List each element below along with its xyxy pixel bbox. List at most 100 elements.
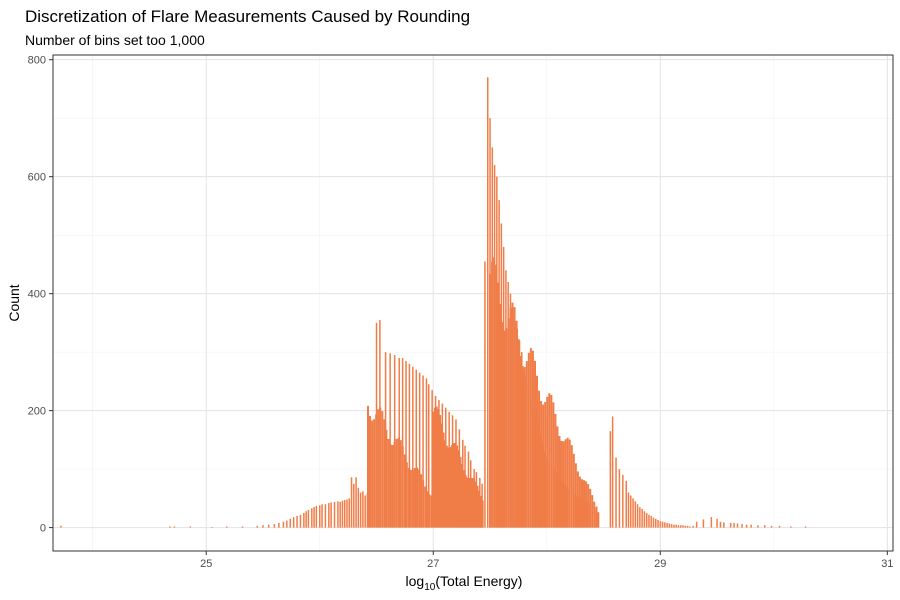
histogram-bar	[395, 439, 398, 528]
histogram-bar	[469, 477, 472, 528]
histogram-bar	[529, 348, 532, 528]
histogram-bar	[278, 522, 280, 528]
histogram-bar	[464, 474, 467, 528]
histogram-bar	[451, 444, 453, 528]
histogram-bar	[393, 442, 396, 528]
histogram-bar	[745, 524, 748, 528]
histogram-bar	[262, 525, 264, 528]
histogram-bar	[716, 518, 718, 528]
histogram-bar	[568, 439, 571, 528]
histogram-bar	[505, 328, 508, 528]
histogram-bar	[491, 261, 494, 528]
y-tick-label: 800	[28, 55, 46, 67]
x-tick-label: 27	[427, 558, 439, 570]
histogram-bar	[489, 274, 492, 528]
histogram-bar	[493, 257, 496, 528]
histogram-bar	[609, 431, 612, 528]
histogram-bar	[618, 469, 621, 528]
histogram-bar	[369, 415, 372, 528]
histogram-bar	[401, 357, 404, 528]
histogram-bar	[474, 481, 477, 528]
histogram-bar	[457, 450, 460, 528]
histogram-bar	[350, 477, 353, 528]
histogram-bar	[433, 407, 436, 528]
histogram-bar	[570, 445, 573, 528]
histogram-bar	[790, 526, 792, 528]
histogram-bar	[341, 500, 344, 528]
x-tick-label: 31	[881, 558, 893, 570]
histogram-bar	[679, 525, 682, 528]
histogram-bar	[670, 524, 673, 528]
histogram-bar	[661, 521, 664, 528]
histogram-bar	[418, 469, 421, 528]
histogram-bar	[225, 526, 228, 528]
histogram-bar	[630, 495, 632, 528]
histogram-bar	[497, 282, 500, 528]
histogram-bar	[546, 396, 549, 528]
histogram-bar	[750, 524, 752, 528]
histogram-bar	[710, 517, 713, 528]
histogram-bar	[211, 527, 213, 528]
histogram-bar	[666, 522, 668, 528]
histogram-bar	[692, 525, 694, 528]
histogram-bar	[444, 440, 447, 528]
histogram-bar	[481, 500, 484, 528]
histogram-bar	[487, 77, 489, 528]
histogram-bar	[478, 490, 481, 528]
histogram-bar	[385, 429, 388, 528]
histogram-bar	[466, 477, 469, 528]
histogram-bar	[456, 445, 459, 528]
histogram-bar	[597, 512, 600, 528]
histogram-bar	[668, 523, 671, 528]
histogram-bar	[303, 512, 305, 528]
histogram-bar	[521, 366, 524, 528]
histogram-bar	[479, 495, 482, 528]
histogram-bar	[412, 366, 414, 528]
histogram-bar	[432, 411, 435, 528]
histogram-bars	[60, 77, 807, 528]
histogram-bar	[362, 491, 364, 528]
histogram-bar	[527, 352, 530, 528]
chart-title: Discretization of Flare Measurements Cau…	[25, 7, 471, 26]
histogram-bar	[695, 521, 698, 528]
histogram-bar	[173, 526, 176, 528]
histogram-bar	[622, 474, 624, 528]
x-tick-label: 29	[654, 558, 666, 570]
histogram-bar	[346, 499, 348, 528]
histogram-bar	[468, 478, 471, 528]
histogram-bar	[523, 367, 526, 528]
major-gridlines	[53, 55, 893, 551]
y-tick-label: 600	[28, 172, 46, 184]
histogram-bar	[311, 508, 313, 528]
histogram-bar	[531, 350, 534, 528]
histogram-bar	[462, 470, 465, 528]
histogram-bar	[169, 526, 171, 528]
histogram-bar	[405, 360, 407, 528]
histogram-bar	[625, 480, 627, 528]
histogram-bar	[515, 320, 518, 528]
histogram-bar	[447, 447, 450, 528]
histogram-bar	[476, 485, 479, 528]
histogram-bar	[763, 525, 766, 528]
histogram-bar	[452, 443, 455, 528]
histogram-bar	[241, 526, 244, 528]
histogram-bar	[593, 501, 596, 528]
histogram-bar	[401, 446, 404, 528]
histogram-bar	[552, 402, 555, 528]
histogram-bar	[292, 517, 295, 528]
x-axis-title: log10(Total Energy)	[406, 573, 523, 593]
histogram-bar	[343, 500, 346, 528]
histogram-bar	[427, 384, 430, 528]
histogram-bar	[454, 442, 457, 528]
histogram-bar	[611, 416, 614, 528]
histogram-bar	[509, 307, 512, 528]
histogram-bar	[430, 495, 433, 528]
histogram-bar	[634, 501, 637, 528]
histogram-bar	[282, 521, 285, 528]
histogram-bar	[757, 525, 759, 528]
histogram-bar	[652, 517, 655, 528]
histogram-bar	[544, 401, 547, 528]
histogram-bar	[399, 440, 402, 528]
histogram-bar	[60, 525, 62, 528]
